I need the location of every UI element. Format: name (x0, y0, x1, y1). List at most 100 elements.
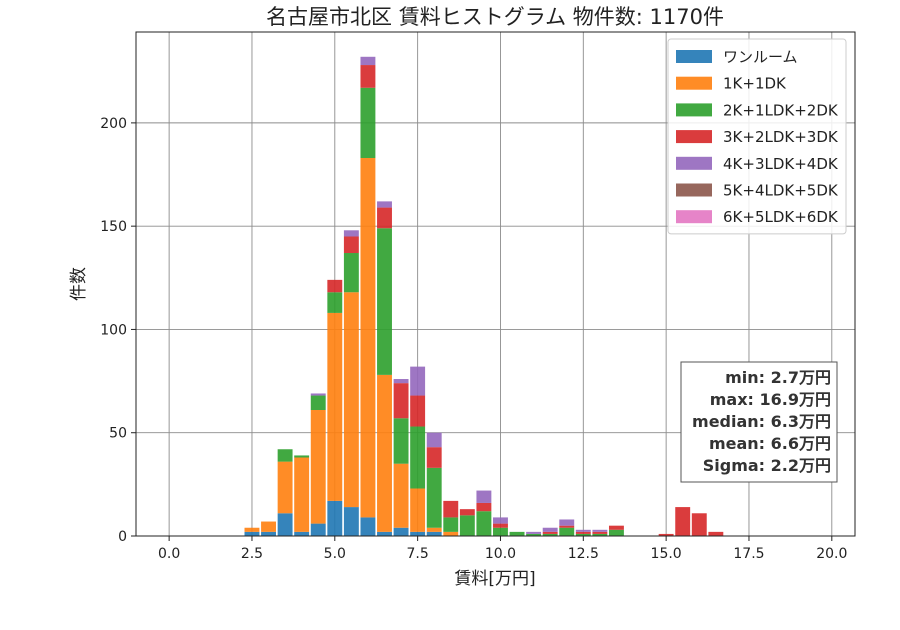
bar-segment (410, 426, 426, 489)
legend-swatch (676, 76, 712, 90)
bar-segment (592, 531, 608, 534)
bar-segment (343, 292, 359, 508)
bar-segment (426, 527, 442, 532)
bar-segment (575, 529, 591, 532)
bars-group (244, 56, 724, 536)
plot-frame (135, 31, 856, 537)
bar-segment (675, 507, 691, 536)
bar-segment (493, 523, 508, 528)
bar-segment (476, 511, 492, 536)
legend-swatch (676, 183, 712, 197)
bar-segment (343, 236, 359, 254)
bar-segment (277, 461, 293, 514)
bar-segment (261, 521, 276, 532)
legend-swatch (676, 156, 712, 170)
stats-box: min: 2.7万円 max: 16.9万円 median: 6.3万円 mean: … (680, 361, 838, 483)
bar-segment (476, 490, 492, 503)
bar-segment (559, 527, 575, 536)
bar-segment (443, 531, 459, 536)
bar-segment (277, 449, 293, 462)
bar-segment (426, 447, 442, 468)
legend-label: 1K+1DK (723, 75, 787, 93)
stat-line: Sigma: 2.2万円 (703, 456, 831, 475)
bar-segment (377, 201, 392, 208)
x-tick-label: 2.5 (241, 546, 263, 562)
bar-segment (377, 207, 392, 229)
bar-segment (327, 500, 343, 536)
bar-segment (360, 517, 376, 536)
bar-segment (608, 525, 624, 530)
x-tick-label: 7.5 (407, 546, 429, 562)
bar-segment (476, 502, 492, 512)
y-tick-label: 150 (100, 219, 127, 235)
bar-segment (493, 527, 508, 536)
bar-segment (459, 515, 475, 536)
bar-segment (426, 467, 442, 528)
axis-ticks: 0.0 2.5 5.0 7.5 10.0 12.5 15.0 17.5 20.0 0 50 100 15… (100, 116, 847, 562)
bar-segment (459, 509, 475, 516)
bar-segment (575, 531, 591, 534)
bar-segment (393, 463, 409, 528)
legend-label: 2K+1LDK+2DK (723, 101, 839, 119)
y-tick-label: 200 (100, 116, 127, 132)
bar-segment (393, 418, 409, 464)
bar-segment (327, 292, 343, 313)
x-tick-label: 10.0 (485, 546, 516, 562)
bar-segment (294, 531, 310, 536)
bar-segment (542, 527, 558, 532)
bar-segment (360, 87, 376, 158)
bar-segment (327, 312, 343, 501)
bar-segment (542, 533, 558, 536)
legend-swatch (676, 210, 712, 224)
x-tick-label: 12.5 (568, 546, 599, 562)
stat-line: mean: 6.6万円 (709, 434, 831, 453)
bar-segment (294, 455, 310, 458)
bar-segment (343, 253, 359, 293)
legend-label: 3K+2LDK+3DK (723, 128, 839, 146)
bar-segment (443, 500, 459, 518)
y-tick-label: 50 (109, 426, 127, 442)
bar-segment (559, 519, 575, 526)
x-tick-label: 0.0 (158, 546, 180, 562)
bar-segment (261, 531, 276, 536)
x-tick-label: 5.0 (324, 546, 346, 562)
bar-segment (360, 56, 376, 66)
legend-label: 4K+3LDK+4DK (723, 155, 839, 173)
y-tick-label: 100 (100, 322, 127, 338)
bar-segment (343, 507, 359, 536)
bar-segment (526, 531, 542, 534)
legend-label: ワンルーム (723, 48, 798, 66)
bar-segment (708, 531, 724, 536)
bar-segment (244, 527, 260, 532)
bar-segment (277, 513, 293, 536)
stats-frame (680, 361, 838, 483)
bar-segment (343, 230, 359, 237)
bar-segment (393, 383, 409, 419)
bar-segment (360, 158, 376, 518)
bar-segment (443, 517, 459, 532)
y-axis-label: 件数 (69, 267, 89, 301)
x-tick-label: 15.0 (651, 546, 682, 562)
bar-segment (410, 488, 426, 532)
bar-segment (377, 228, 392, 375)
bar-segment (310, 410, 326, 524)
legend-label: 6K+5LDK+6DK (723, 208, 839, 226)
bar-segment (310, 395, 326, 410)
legend-frame (667, 38, 847, 235)
stat-line: max: 16.9万円 (710, 390, 831, 409)
bar-segment (542, 531, 558, 534)
y-tick-label: 0 (118, 529, 127, 545)
bar-segment (559, 525, 575, 528)
legend-swatch (676, 103, 712, 117)
bar-segment (393, 379, 409, 384)
bar-segment (410, 531, 426, 536)
bar-segment (592, 533, 608, 536)
bar-segment (377, 374, 392, 532)
bar-segment (592, 529, 608, 532)
chart-title: 名古屋市北区 賃料ヒストグラム 物件数: 1170件 (266, 5, 724, 29)
stat-line: min: 2.7万円 (725, 368, 831, 387)
bar-segment (393, 527, 409, 536)
bar-segment (360, 65, 376, 88)
x-axis-label: 賃料[万円] (454, 569, 535, 589)
